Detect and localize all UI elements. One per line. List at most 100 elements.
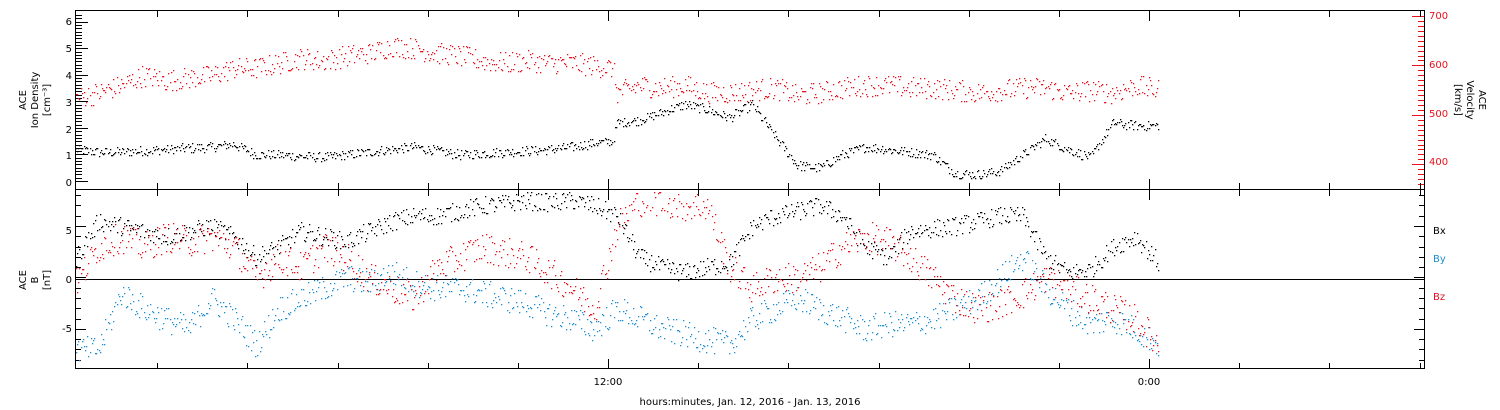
- density-point: [541, 150, 543, 152]
- bx-point: [748, 234, 750, 236]
- bx-point: [1063, 266, 1065, 268]
- density-point: [427, 152, 429, 154]
- density-point: [784, 150, 786, 152]
- bx-point: [833, 216, 835, 218]
- velocity-point: [208, 67, 210, 69]
- by-point: [241, 319, 243, 321]
- density-point: [279, 157, 281, 159]
- density-point: [968, 174, 970, 176]
- bx-point: [800, 219, 802, 221]
- by-point: [1115, 322, 1117, 324]
- velocity-point: [661, 88, 663, 90]
- bz-point: [440, 273, 442, 275]
- velocity-point: [775, 83, 777, 85]
- bz-point: [612, 244, 614, 246]
- bx-point: [840, 217, 842, 219]
- by-point: [708, 330, 710, 332]
- by-point: [394, 271, 396, 273]
- bx-point: [952, 218, 954, 220]
- by-point: [126, 307, 128, 309]
- density-point: [210, 142, 212, 144]
- by-point: [119, 296, 121, 298]
- density-point: [353, 157, 355, 159]
- bz-point: [477, 239, 479, 241]
- bx-point: [1138, 243, 1140, 245]
- velocity-point: [416, 41, 418, 43]
- density-point: [960, 178, 962, 180]
- by-point: [419, 297, 421, 299]
- velocity-point: [996, 91, 998, 93]
- velocity-point: [1099, 86, 1101, 88]
- by-point: [890, 316, 892, 318]
- velocity-point: [939, 81, 941, 83]
- density-point: [1141, 126, 1143, 128]
- bz-point: [242, 253, 244, 255]
- by-point: [387, 272, 389, 274]
- density-point: [433, 145, 435, 147]
- by-point: [526, 311, 528, 313]
- by-point: [1098, 319, 1100, 321]
- velocity-point: [1040, 94, 1042, 96]
- bz-point: [872, 222, 874, 224]
- velocity-point: [598, 66, 600, 68]
- bx-point: [899, 239, 901, 241]
- bx-point: [1014, 213, 1016, 215]
- velocity-point: [574, 58, 576, 60]
- bz-point: [911, 271, 913, 273]
- bx-point: [1095, 256, 1097, 258]
- bx-point: [539, 208, 541, 210]
- bz-point: [634, 209, 636, 211]
- bz-point: [1009, 292, 1011, 294]
- bz-point: [279, 267, 281, 269]
- velocity-point: [158, 85, 160, 87]
- bx-point: [1099, 264, 1101, 266]
- bz-point: [913, 258, 915, 260]
- density-point: [951, 169, 953, 171]
- density-point: [354, 157, 356, 159]
- bx-point: [563, 193, 565, 195]
- bx-point: [85, 236, 87, 238]
- bz-point: [368, 277, 370, 279]
- bx-point: [206, 220, 208, 222]
- velocity-point: [456, 62, 458, 64]
- density-point: [152, 153, 154, 155]
- density-point: [1062, 150, 1064, 152]
- by-point: [288, 313, 290, 315]
- by-point: [1036, 268, 1038, 270]
- by-point: [209, 308, 211, 310]
- velocity-point: [569, 57, 571, 59]
- bz-point: [1087, 292, 1089, 294]
- velocity-point: [201, 79, 203, 81]
- bz-point: [791, 284, 793, 286]
- velocity-point: [256, 77, 258, 79]
- bz-point: [565, 292, 567, 294]
- bz-point: [589, 315, 591, 317]
- bx-point: [121, 235, 123, 237]
- bx-point: [469, 215, 471, 217]
- velocity-point: [164, 85, 166, 87]
- bz-point: [193, 238, 195, 240]
- bz-point: [993, 296, 995, 298]
- bz-point: [627, 220, 629, 222]
- velocity-point: [726, 98, 728, 100]
- by-point: [301, 289, 303, 291]
- density-point: [414, 142, 416, 144]
- bx-point: [1071, 276, 1073, 278]
- velocity-point: [560, 57, 562, 59]
- bz-point: [884, 230, 886, 232]
- bx-point: [536, 194, 538, 196]
- velocity-point: [398, 40, 400, 42]
- velocity-point: [951, 90, 953, 92]
- bx-point: [581, 199, 583, 201]
- bx-point: [816, 198, 818, 200]
- velocity-point: [931, 96, 933, 98]
- velocity-point: [260, 58, 262, 60]
- velocity-point: [531, 57, 533, 59]
- density-point: [119, 149, 121, 151]
- by-point: [456, 280, 458, 282]
- density-point: [371, 155, 373, 157]
- bz-point: [952, 290, 954, 292]
- velocity-point: [805, 91, 807, 93]
- density-point: [760, 113, 762, 115]
- bz-point: [934, 276, 936, 278]
